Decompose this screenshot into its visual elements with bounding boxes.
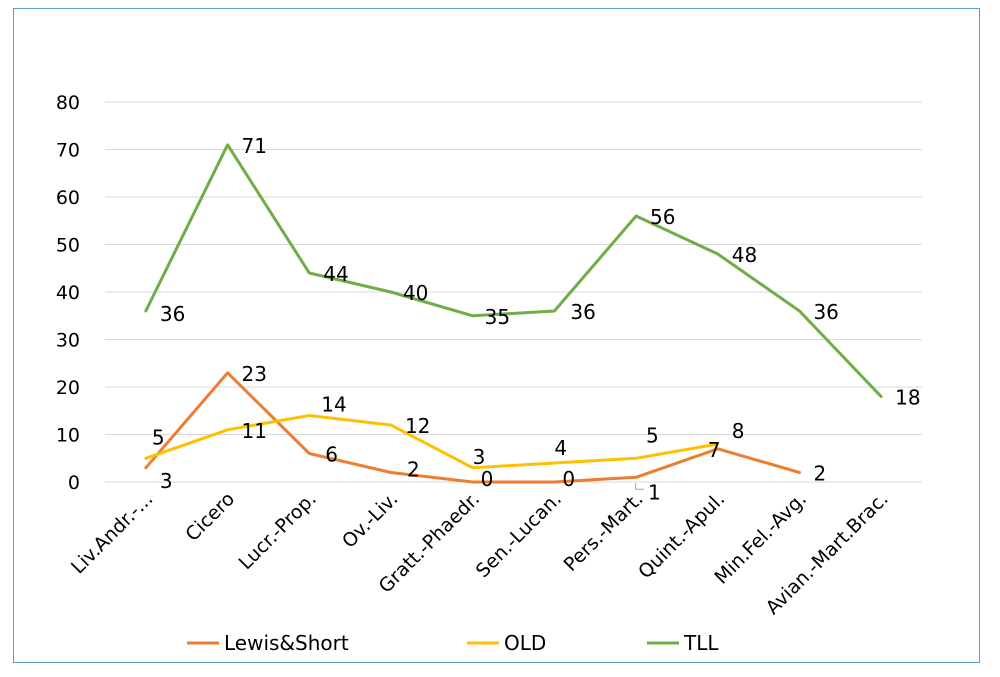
y-tick-label: 10 <box>56 425 80 447</box>
y-tick-label: 60 <box>56 187 80 209</box>
data-label: 5 <box>646 423 659 447</box>
data-label: 3 <box>473 445 486 469</box>
x-tick-label: Lucr.-Prop. <box>235 488 321 574</box>
chart-frame <box>13 8 980 663</box>
y-tick-label: 40 <box>56 282 80 304</box>
data-label: 35 <box>485 305 510 329</box>
data-label: 56 <box>650 205 675 229</box>
y-tick-label: 20 <box>56 377 80 399</box>
data-label: 5 <box>152 425 165 449</box>
data-label: 0 <box>562 467 575 491</box>
legend-label: OLD <box>504 631 546 655</box>
data-label: 3 <box>160 469 173 493</box>
data-label: 44 <box>323 262 348 286</box>
data-label: 2 <box>407 458 420 482</box>
legend-label: Lewis&Short <box>224 631 349 655</box>
data-label: 14 <box>321 393 346 417</box>
data-label: 8 <box>732 419 745 443</box>
x-tick-label: Cicero <box>181 488 239 546</box>
data-label: 4 <box>554 436 567 460</box>
data-label: 48 <box>732 243 757 267</box>
x-tick-label: Ov.-Liv. <box>338 488 403 553</box>
data-label: 36 <box>160 302 185 326</box>
y-tick-label: 30 <box>56 330 80 352</box>
y-tick-label: 80 <box>56 92 80 114</box>
x-tick-label: Sen.-Lucan. <box>472 488 566 582</box>
data-label: 36 <box>570 300 595 324</box>
y-tick-label: 70 <box>56 140 80 162</box>
y-tick-label: 0 <box>68 472 80 494</box>
leader-line <box>635 483 645 490</box>
data-label: 23 <box>242 362 267 386</box>
series-line-tll <box>144 143 883 398</box>
data-label: 12 <box>405 414 430 438</box>
series-line-old <box>144 414 720 470</box>
data-label: 36 <box>813 300 838 324</box>
data-label: 2 <box>813 462 826 486</box>
data-label: 71 <box>242 134 267 158</box>
data-label: 6 <box>325 443 338 467</box>
legend-item-old: OLD <box>467 631 546 655</box>
x-tick-label: Liv.Andr.-... <box>67 488 157 578</box>
legend-item-tll: TLL <box>647 631 719 655</box>
y-tick-label: 50 <box>56 235 80 257</box>
legend-item-lewis-short: Lewis&Short <box>187 631 349 655</box>
legend-label: TLL <box>683 631 719 655</box>
data-label: 18 <box>895 386 920 410</box>
data-label: 11 <box>242 419 267 443</box>
data-label: 1 <box>648 480 661 504</box>
data-label: 0 <box>481 467 494 491</box>
x-tick-label: Pers.-Mart. <box>560 488 648 576</box>
data-label: 7 <box>708 438 721 462</box>
series-line-lewis-short <box>144 371 801 484</box>
data-label: 40 <box>403 281 428 305</box>
